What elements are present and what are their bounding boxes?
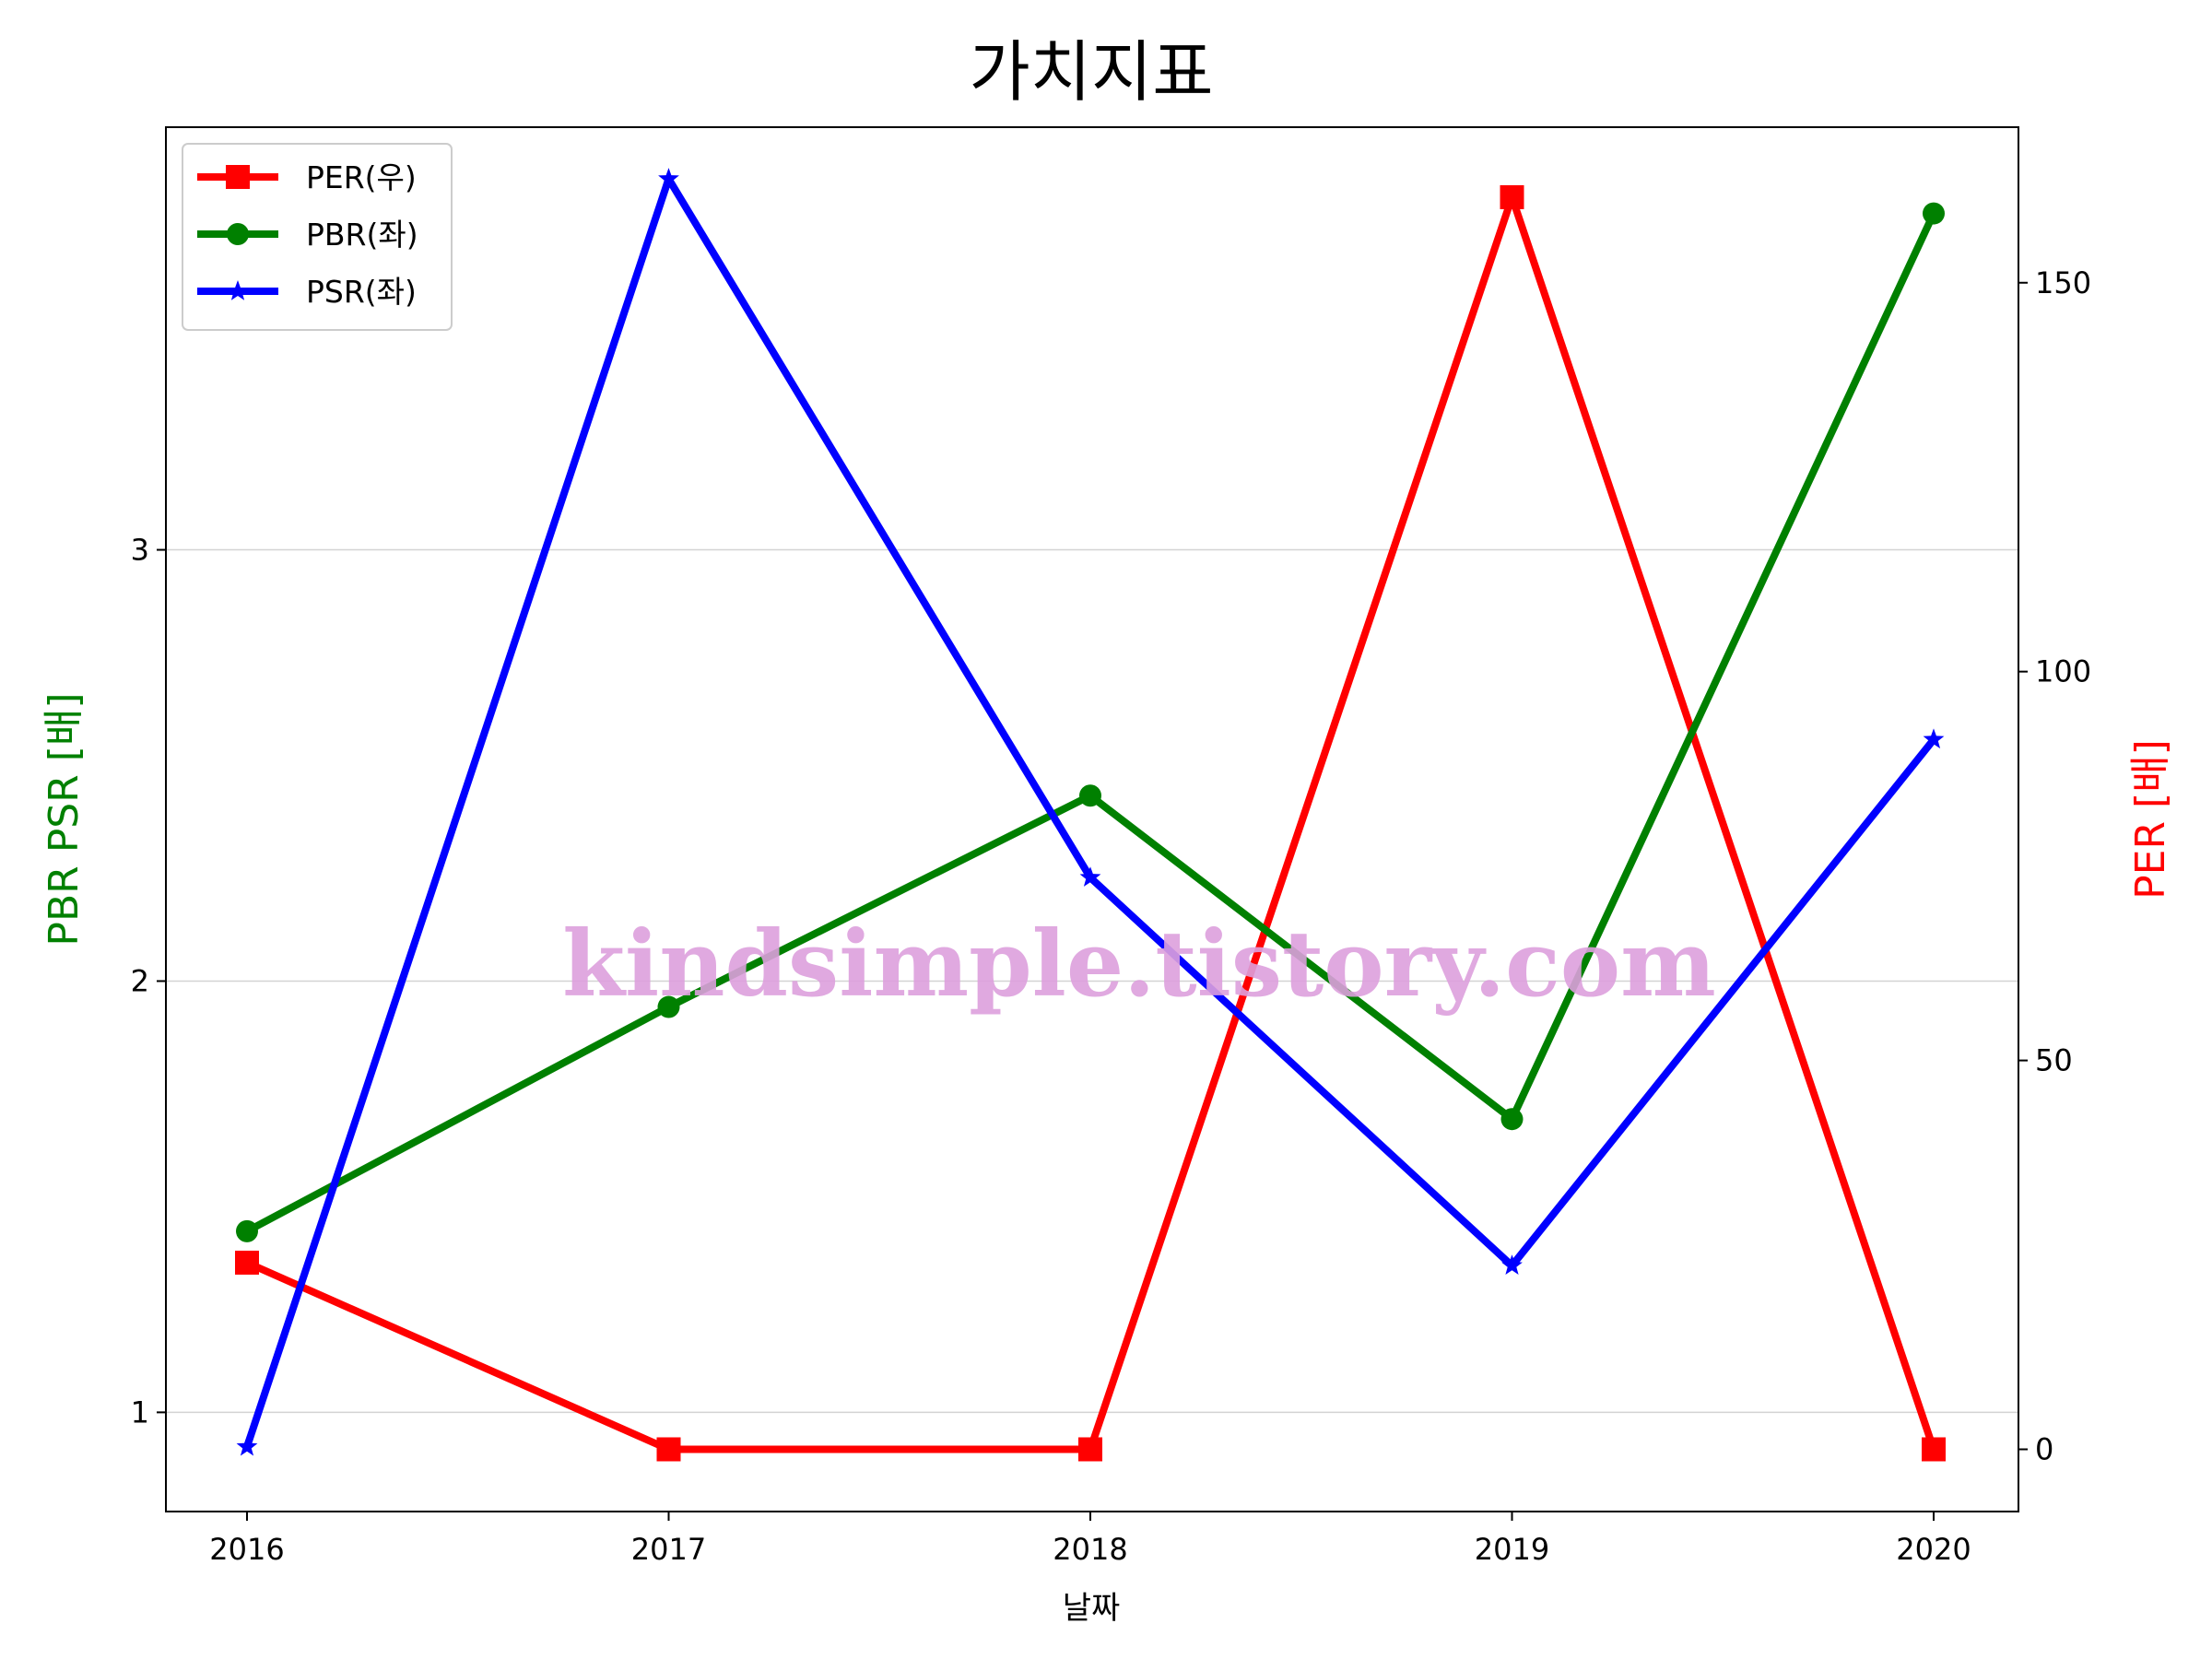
data-point-pbr [1079,784,1101,807]
plot-frame [165,126,2019,1512]
legend-label-per: PER(우) [306,159,417,195]
legend-label-pbr: PBR(좌) [306,217,418,253]
data-point-pbr [1500,1108,1524,1131]
data-point-pbr [236,1219,258,1242]
y-left-tick-label: 1 [131,1394,149,1430]
y-axis-left: 1 2 3 [131,533,166,1430]
data-point-pbr [657,995,680,1018]
y-axis-right: 0 50 100 150 [2018,265,2091,1466]
x-tick-label: 2017 [631,1532,706,1567]
legend-marker-pbr [227,223,249,245]
data-point-per [1922,1437,1946,1462]
data-point-psr [236,1435,258,1456]
y-right-tick-label: 0 [2035,1431,2053,1466]
data-point-psr [1501,1254,1523,1275]
y-left-tick-label: 3 [131,533,149,568]
data-point-per [1500,184,1524,209]
x-axis-label: 날짜 [1063,1590,1121,1627]
x-tick-label: 2020 [1896,1532,1971,1567]
legend-marker-psr [227,280,249,300]
y-axis-right-label: PER [배] [2127,739,2174,900]
watermark: kindsimple.tistory.com [562,912,1716,1018]
y-left-tick-label: 2 [131,963,149,998]
legend: PER(우) PBR(좌) PSR(좌) [182,143,453,331]
chart-title: 가치지표 [970,33,1214,111]
y-right-tick-label: 100 [2035,654,2091,689]
plot-markers [235,168,1946,1462]
data-point-psr [1923,728,1945,749]
y-right-tick-label: 150 [2035,265,2091,300]
x-tick-label: 2018 [1053,1532,1127,1567]
grid [166,548,2018,1414]
x-tick-label: 2016 [209,1532,284,1567]
data-point-psr [1079,866,1101,887]
data-point-per [1078,1437,1102,1462]
y-axis-left-label: PBR PSR [배] [41,692,88,946]
legend-label-psr: PSR(좌) [306,274,417,310]
data-point-psr [658,168,679,188]
data-point-per [656,1437,681,1462]
x-tick-label: 2019 [1475,1532,1549,1567]
data-point-per [235,1250,259,1275]
y-right-tick-label: 50 [2035,1043,2073,1078]
data-point-pbr [1923,202,1945,225]
legend-marker-per [226,165,250,189]
legend-box [182,143,453,331]
x-axis: 2016 2017 2018 2019 2020 [209,1512,1971,1567]
